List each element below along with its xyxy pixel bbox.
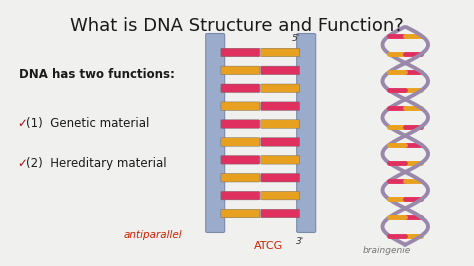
FancyBboxPatch shape bbox=[206, 34, 225, 232]
Text: braingenie: braingenie bbox=[363, 246, 411, 255]
Text: 3': 3' bbox=[296, 237, 304, 246]
FancyBboxPatch shape bbox=[221, 102, 260, 110]
Text: antiparallel: antiparallel bbox=[123, 230, 182, 240]
FancyBboxPatch shape bbox=[221, 66, 260, 75]
Text: (2)  Hereditary material: (2) Hereditary material bbox=[26, 157, 167, 170]
FancyBboxPatch shape bbox=[261, 138, 300, 146]
Text: 5': 5' bbox=[292, 34, 300, 43]
Text: What is DNA Structure and Function?: What is DNA Structure and Function? bbox=[70, 17, 404, 35]
FancyBboxPatch shape bbox=[221, 120, 260, 128]
FancyBboxPatch shape bbox=[261, 84, 300, 93]
FancyBboxPatch shape bbox=[221, 84, 260, 93]
Text: ATCG: ATCG bbox=[254, 241, 283, 251]
Text: ✓: ✓ bbox=[18, 157, 27, 170]
FancyBboxPatch shape bbox=[261, 209, 300, 218]
FancyBboxPatch shape bbox=[221, 138, 260, 146]
FancyBboxPatch shape bbox=[261, 173, 300, 182]
FancyBboxPatch shape bbox=[261, 156, 300, 164]
FancyBboxPatch shape bbox=[297, 34, 316, 232]
FancyBboxPatch shape bbox=[221, 48, 260, 57]
FancyBboxPatch shape bbox=[261, 48, 300, 57]
FancyBboxPatch shape bbox=[261, 66, 300, 75]
FancyBboxPatch shape bbox=[221, 156, 260, 164]
FancyBboxPatch shape bbox=[221, 191, 260, 200]
FancyBboxPatch shape bbox=[261, 191, 300, 200]
Text: DNA has two functions:: DNA has two functions: bbox=[19, 68, 175, 81]
FancyBboxPatch shape bbox=[261, 120, 300, 128]
FancyBboxPatch shape bbox=[221, 173, 260, 182]
FancyBboxPatch shape bbox=[261, 102, 300, 110]
Text: ✓: ✓ bbox=[18, 117, 27, 130]
Text: (1)  Genetic material: (1) Genetic material bbox=[26, 117, 149, 130]
FancyBboxPatch shape bbox=[221, 209, 260, 218]
